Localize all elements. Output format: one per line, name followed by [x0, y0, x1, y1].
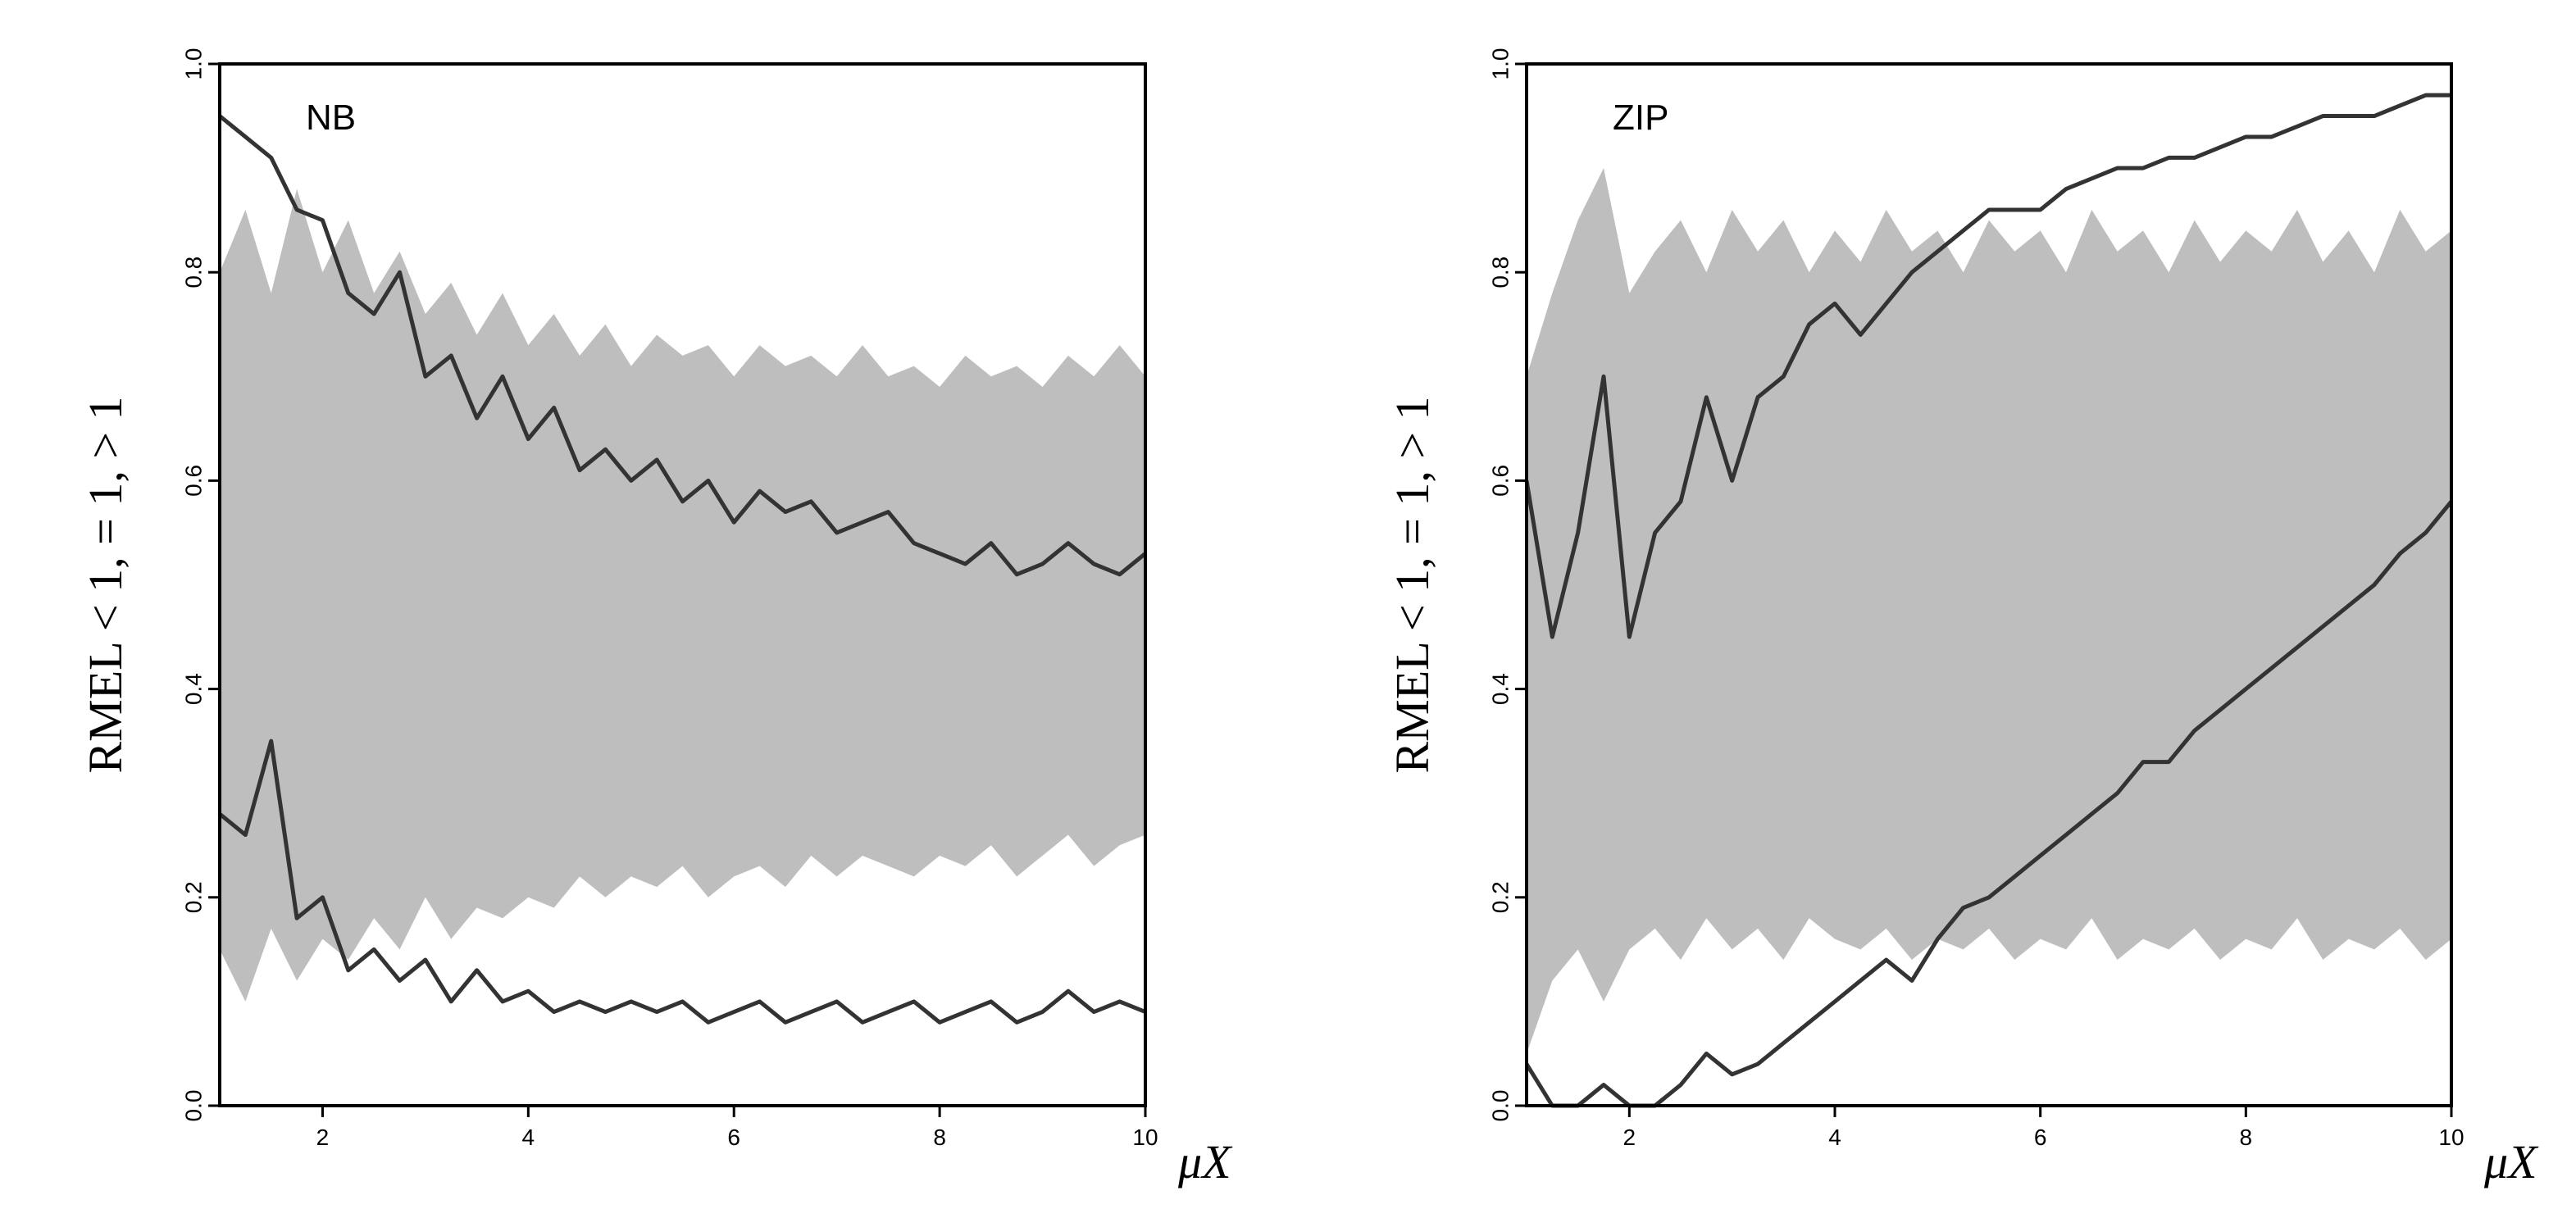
panel-label: NB [306, 98, 356, 138]
x-tick-label: 8 [933, 1125, 946, 1150]
plot-panel [1524, 93, 2453, 1108]
y-tick-label: 0.4 [1487, 673, 1513, 705]
plot-frame [218, 62, 1147, 1107]
y-tick-label: 0.2 [1487, 881, 1513, 913]
x-tick-label: 8 [2240, 1125, 2253, 1150]
y-tick-label: 0.6 [180, 465, 206, 497]
data-line [218, 738, 1146, 1025]
x-tick-label: 10 [1132, 1125, 1158, 1150]
plot-frame [1525, 62, 2453, 1107]
x-tick-label: 2 [316, 1125, 330, 1150]
y-tick-label: 0.6 [1487, 465, 1513, 497]
band-area [1527, 168, 2451, 1054]
data-line [218, 114, 1147, 577]
plot-panel [218, 114, 1147, 1025]
x-tick-label: 6 [727, 1125, 740, 1150]
data-line [1524, 500, 2453, 1108]
y-tick-label: 1.0 [180, 48, 206, 80]
band-area [220, 189, 1145, 1002]
data-line [1524, 93, 2451, 639]
x-tick-label: 4 [1828, 1125, 1841, 1150]
y-axis-label: RMEL < 1, = 1, > 1 [1386, 396, 1439, 773]
y-tick-label: 1.0 [1487, 48, 1513, 80]
x-tick-label: 10 [2438, 1125, 2464, 1150]
x-tick-label: 4 [522, 1125, 535, 1150]
y-tick-label: 0.2 [180, 881, 206, 913]
x-tick-label: 2 [1623, 1125, 1636, 1150]
y-axis-label: RMEL < 1, = 1, > 1 [79, 396, 132, 773]
y-tick-label: 0.0 [180, 1090, 206, 1122]
panel-label: ZIP [1613, 98, 1668, 138]
y-tick-label: 0.0 [1487, 1090, 1513, 1122]
y-tick-label: 0.4 [180, 673, 206, 705]
x-tick-label: 6 [2034, 1125, 2047, 1150]
y-tick-label: 0.8 [180, 257, 206, 289]
y-tick-label: 0.8 [1487, 257, 1513, 289]
x-axis-label: μX [1177, 1135, 1233, 1188]
x-axis-label: μX [2483, 1135, 2539, 1188]
